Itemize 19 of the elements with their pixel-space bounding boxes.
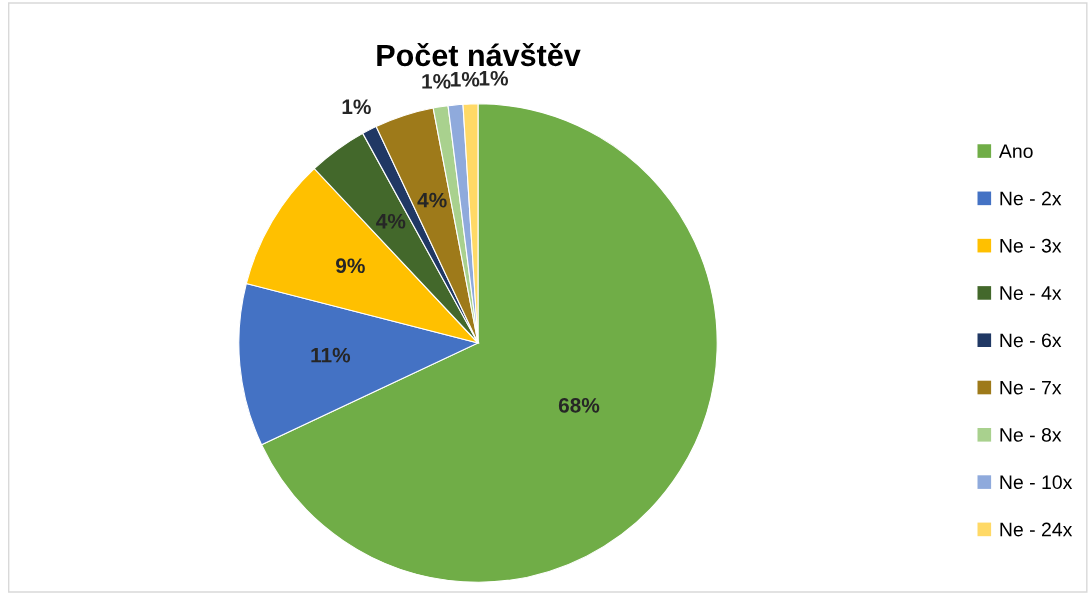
legend-label: Ne - 3x — [1000, 238, 1062, 253]
legend-label: Ano — [998, 144, 1033, 159]
data-label: 11% — [311, 347, 351, 363]
data-label: 4% — [376, 213, 406, 229]
legend-label: Ne - 8x — [1000, 428, 1062, 442]
data-label: 1% — [479, 70, 509, 86]
legend-label: Ne - 6x — [1000, 333, 1062, 348]
legend-label: Ne - 2x — [1000, 191, 1062, 206]
chart-title: Počet návštěv — [377, 43, 581, 67]
legend-label: Ne - 4x — [1000, 286, 1062, 300]
data-label: 68% — [558, 397, 600, 413]
data-label: 9% — [336, 258, 365, 274]
data-label: 1% — [422, 74, 451, 89]
legend-label: Ne - 7x — [1000, 380, 1062, 395]
legend-label: Ne - 10x — [1000, 475, 1073, 490]
legend-label: Ne - 24x — [1000, 522, 1073, 537]
data-label: 1% — [451, 71, 480, 87]
data-label: 1% — [342, 99, 371, 115]
data-label: 4% — [417, 192, 447, 208]
